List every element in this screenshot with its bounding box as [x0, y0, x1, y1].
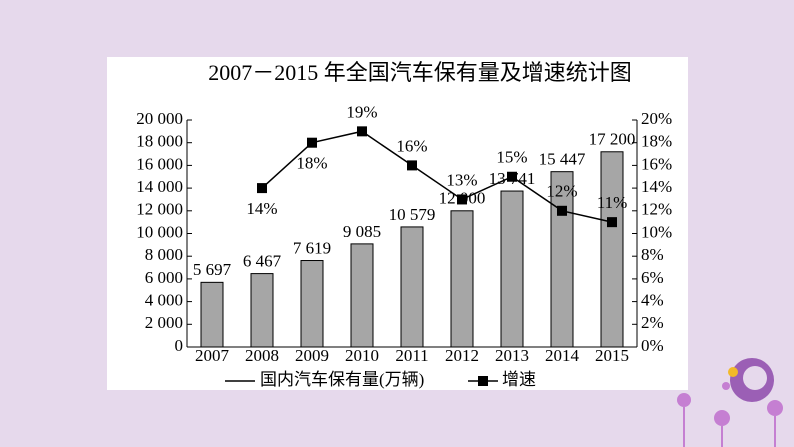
y-tick-label: 18 000: [136, 132, 183, 151]
bar: [250, 273, 274, 348]
bar-value-label: 6 467: [243, 252, 282, 271]
legend-symbol: [478, 376, 488, 386]
y2-tick-label: 12%: [641, 200, 672, 219]
growth-marker: [257, 183, 267, 194]
x-tick-label: 2007: [195, 346, 230, 365]
y2-tick-label: 2%: [641, 313, 664, 332]
x-tick-label: 2008: [245, 346, 279, 365]
chart-title: 2007－2015 年全国汽车保有量及增速统计图: [208, 60, 632, 85]
x-tick-label: 2009: [295, 346, 329, 365]
bar: [350, 243, 374, 348]
growth-marker: [557, 205, 567, 216]
growth-marker: [457, 194, 467, 205]
bar-value-label: 15 447: [539, 150, 586, 169]
y2-tick-label: 14%: [641, 177, 672, 196]
y2-tick-label: 16%: [641, 154, 672, 173]
growth-marker: [607, 217, 617, 228]
y-tick-label: 2 000: [145, 313, 183, 332]
growth-value-label: 19%: [346, 102, 377, 121]
growth-line: [261, 130, 613, 223]
bar: [300, 260, 324, 348]
y2-tick-label: 20%: [641, 109, 672, 128]
y2-tick-label: 8%: [641, 245, 664, 264]
y2-tick-label: 10%: [641, 222, 672, 241]
growth-value-label: 11%: [597, 193, 628, 212]
growth-marker: [357, 126, 367, 137]
bar-value-label: 10 579: [389, 205, 436, 224]
y-tick-label: 0: [175, 336, 184, 355]
y-tick-label: 4 000: [145, 291, 183, 310]
bar: [200, 281, 224, 348]
bar: [500, 190, 524, 348]
growth-value-label: 13%: [446, 170, 477, 189]
bar: [600, 151, 624, 348]
x-tick-label: 2015: [595, 346, 629, 365]
bar-value-label: 17 200: [589, 130, 636, 149]
y2-tick-label: 0%: [641, 336, 664, 355]
x-tick-label: 2014: [545, 346, 580, 365]
bar-value-label: 5 697: [193, 260, 232, 279]
x-tick-label: 2012: [445, 346, 479, 365]
y-tick-label: 10 000: [136, 222, 183, 241]
growth-value-label: 16%: [396, 136, 427, 155]
growth-marker: [307, 137, 317, 148]
growth-value-label: 12%: [546, 182, 577, 201]
x-tick-label: 2011: [395, 346, 428, 365]
bar-value-label: 7 619: [293, 238, 331, 257]
x-tick-label: 2013: [495, 346, 529, 365]
legend-label: 国内汽车保有量(万辆): [260, 370, 424, 389]
bar: [400, 226, 424, 348]
bar-value-label: 9 085: [343, 222, 381, 241]
y2-tick-label: 4%: [641, 291, 664, 310]
y-tick-label: 6 000: [145, 268, 183, 287]
growth-value-label: 18%: [296, 154, 327, 173]
y-tick-label: 12 000: [136, 200, 183, 219]
legend-label: 增速: [502, 370, 536, 389]
growth-marker: [507, 171, 517, 182]
y2-tick-label: 18%: [641, 132, 672, 151]
growth-value-label: 14%: [246, 199, 277, 218]
y-tick-label: 16 000: [136, 154, 183, 173]
bar: [450, 210, 474, 348]
decoration: [677, 358, 783, 447]
y2-tick-label: 6%: [641, 268, 664, 287]
y-tick-label: 20 000: [136, 109, 183, 128]
growth-value-label: 15%: [496, 148, 527, 167]
growth-marker: [407, 160, 417, 171]
y-tick-label: 14 000: [136, 177, 183, 196]
y-tick-label: 8 000: [145, 245, 183, 264]
x-tick-label: 2010: [345, 346, 379, 365]
